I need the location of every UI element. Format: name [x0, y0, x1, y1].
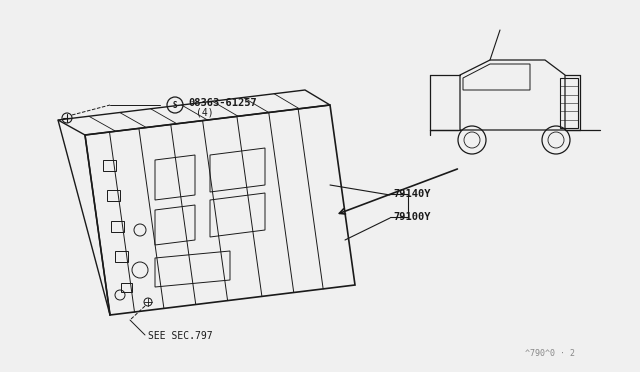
Text: 79100Y: 79100Y	[393, 212, 431, 222]
Text: (4): (4)	[196, 107, 214, 117]
Text: 79140Y: 79140Y	[393, 189, 431, 199]
Text: SEE SEC.797: SEE SEC.797	[148, 331, 212, 341]
Text: S: S	[173, 100, 177, 109]
Text: ^790^0 · 2: ^790^0 · 2	[525, 349, 575, 358]
Text: 08363-61257: 08363-61257	[188, 98, 257, 108]
